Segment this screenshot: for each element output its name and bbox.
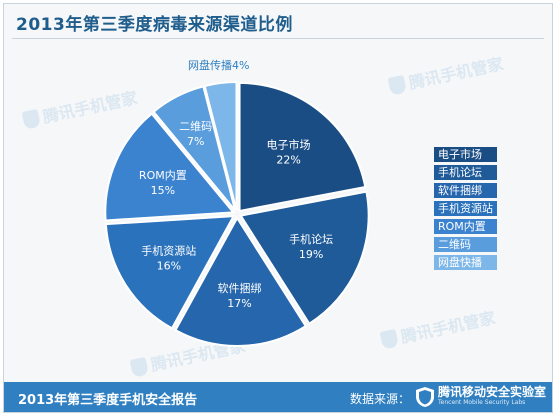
shield-logo-icon — [416, 387, 434, 407]
footer-bar: 2013年第三季度手机安全报告 数据来源： 腾讯移动安全实验室 Tencent … — [4, 382, 552, 412]
chart-frame: 腾讯手机管家 腾讯手机管家 腾讯手机管家 腾讯手机管家 2013年第三季度病毒来… — [3, 3, 553, 413]
slice-value-label: 7% — [187, 135, 204, 148]
pie-slice — [203, 81, 238, 211]
footer-lab: 腾讯移动安全实验室 Tencent Mobile Security Labs — [438, 385, 548, 407]
pie-chart: 电子市场22%手机论坛19%软件捆绑17%手机资源站16%ROM内置15%二维码… — [104, 58, 370, 347]
slice-value-label: 22% — [276, 154, 300, 167]
slice-value-label: 17% — [227, 297, 251, 310]
slice-value-label: 15% — [151, 184, 175, 197]
pie-slice — [104, 112, 236, 222]
pie-slice-group: 手机资源站 16% — [104, 215, 236, 330]
slice-value-label: 16% — [157, 259, 181, 272]
slice-label: 网盘传播4% — [188, 58, 249, 72]
slice-label: 手机资源站 — [141, 243, 196, 257]
legend-item: 软件捆绑 — [434, 183, 497, 198]
pie-slice-group: 网盘传播4% — [188, 58, 249, 211]
pie-slice-group: 电子市场 22% — [238, 81, 367, 213]
pie-slice — [152, 85, 237, 212]
legend-item: ROM内置 — [434, 219, 497, 234]
pie-slice-group: 软件捆绑 17% — [174, 216, 308, 347]
legend-item: 网盘快播 — [434, 255, 497, 270]
slice-label: 软件捆绑 — [218, 281, 262, 295]
legend-item: 手机资源站 — [434, 201, 497, 216]
footer-lab-name: 腾讯移动安全实验室 — [438, 385, 547, 399]
pie-slice — [104, 215, 236, 330]
slice-label: 电子市场 — [267, 138, 311, 152]
pie-slice-group: ROM内置 15% — [104, 112, 236, 222]
chart-legend: 电子市场手机论坛软件捆绑手机资源站 ROM内置二维码网盘快播 — [434, 147, 497, 273]
slice-label: ROM内置 — [139, 168, 187, 182]
legend-item: 电子市场 — [434, 147, 497, 162]
pie-slice-group: 二维码 7% — [152, 85, 237, 212]
footer-source-label: 数据来源： — [350, 392, 411, 406]
title-divider — [12, 38, 544, 39]
slice-value-label: 19% — [299, 248, 323, 261]
pie-slice — [174, 216, 308, 347]
legend-item: 二维码 — [434, 237, 497, 252]
pie-slice — [239, 190, 370, 326]
legend-item: 手机论坛 — [434, 165, 497, 180]
footer-lab-name-en: Tencent Mobile Security Labs — [438, 399, 526, 406]
footer-report-title: 2013年第三季度手机安全报告 — [18, 393, 198, 408]
slice-label: 二维码 — [179, 120, 212, 133]
slice-label: 手机论坛 — [289, 232, 333, 246]
chart-title: 2013年第三季度病毒来源渠道比例 — [16, 15, 293, 35]
pie-slice-group: 手机论坛 19% — [239, 190, 370, 326]
pie-slice — [238, 81, 367, 213]
